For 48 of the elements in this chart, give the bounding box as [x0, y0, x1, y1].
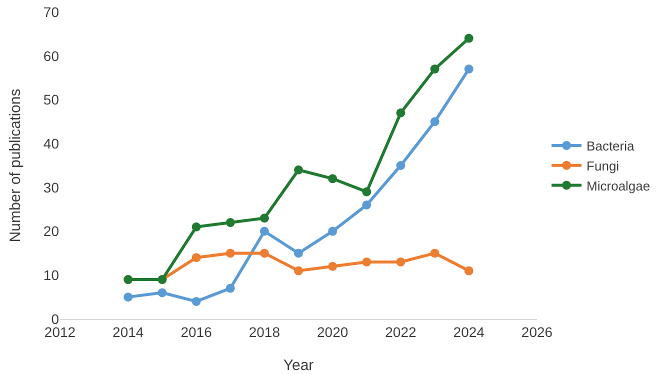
x-tick-label: 2024: [453, 324, 485, 340]
legend-label: Fungi: [586, 158, 620, 174]
point: [226, 284, 235, 293]
point: [328, 226, 338, 236]
y-tick-label: 30: [43, 179, 60, 196]
y-tick-label: 70: [43, 4, 60, 20]
point: [192, 253, 201, 262]
legend-label: Bacteria: [586, 138, 635, 154]
point: [260, 214, 269, 223]
point: [362, 200, 372, 210]
point: [124, 292, 133, 302]
point: [396, 161, 406, 170]
point: [396, 108, 406, 118]
point: [226, 218, 235, 228]
x-tick-label: 2020: [316, 324, 348, 340]
point: [430, 64, 440, 74]
point: [192, 296, 201, 306]
point: [328, 262, 338, 271]
point: [464, 266, 474, 276]
x-tick-label: 2016: [180, 324, 212, 340]
point: [260, 248, 269, 258]
point: [430, 117, 440, 126]
point: [260, 226, 269, 236]
x-tick-label: 2014: [112, 324, 144, 340]
point: [396, 257, 406, 266]
point: [362, 187, 372, 196]
point: [294, 248, 303, 258]
point: [464, 64, 474, 74]
point: [362, 257, 372, 266]
y-tick-label: 20: [43, 223, 60, 240]
point: [464, 34, 474, 43]
y-tick-label: 40: [43, 135, 60, 152]
point: [430, 248, 440, 258]
x-tick-label: 2022: [385, 324, 416, 340]
point: [294, 165, 303, 174]
point: [294, 266, 303, 276]
y-tick-label: 50: [43, 92, 60, 108]
point: [158, 288, 167, 298]
point: [192, 222, 201, 232]
x-tick-label: 2018: [248, 324, 280, 340]
point: [328, 174, 338, 184]
x-tick-label: 2026: [521, 324, 553, 340]
legend-label: Microalgae: [586, 178, 650, 194]
x-axis-title: Year: [283, 357, 314, 374]
y-tick-label: 60: [43, 48, 60, 64]
y-axis-title: Number of publications: [7, 88, 24, 242]
y-tick-label: 10: [43, 267, 60, 284]
point: [226, 248, 235, 258]
